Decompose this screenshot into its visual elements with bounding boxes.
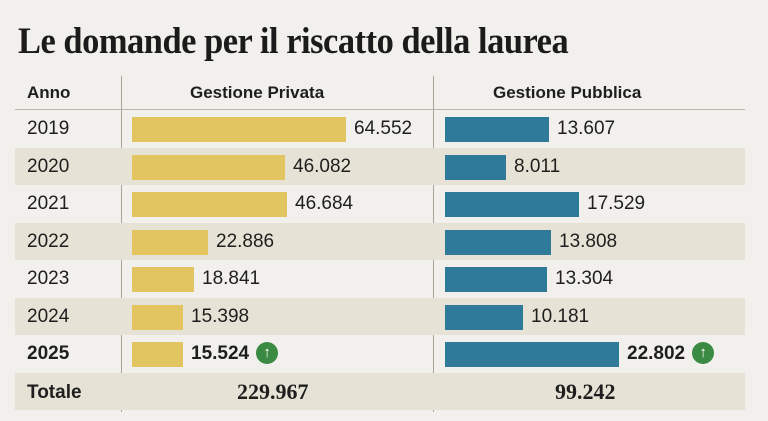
value-pubblica-text: 13.304 <box>555 268 614 289</box>
value-pubblica: 8.011 <box>514 156 560 178</box>
totale-label: Totale <box>27 381 82 403</box>
table-row: 2025 15.524 ↑ 22.802 ↑ <box>15 335 745 373</box>
data-table: Anno Gestione Privata Gestione Pubblica … <box>15 76 745 412</box>
year-label: 2019 <box>27 118 70 139</box>
value-pubblica: 13.304 <box>555 268 613 290</box>
value-pubblica-text: 13.808 <box>559 230 618 252</box>
year-label: 2024 <box>27 305 70 327</box>
bar-pubblica <box>445 154 506 180</box>
value-pubblica: 10.181 <box>531 306 589 328</box>
value-privata-text: 64.552 <box>354 118 413 139</box>
year-label: 2022 <box>27 230 70 252</box>
value-pubblica-text: 13.607 <box>557 118 616 139</box>
totale-row: Totale 229.967 99.242 <box>15 372 745 410</box>
bar-privata <box>132 117 346 142</box>
chart-title: Le domande per il riscatto della laurea <box>18 21 569 62</box>
table-row: 2022 22.886 13.808 <box>15 222 745 260</box>
up-arrow-icon: ↑ <box>256 342 279 364</box>
value-privata: 22.886 <box>216 231 274 253</box>
value-pubblica: 13.808 <box>559 231 617 253</box>
table-row: 2024 15.398 10.181 <box>15 297 745 335</box>
value-pubblica: 17.529 <box>587 193 645 215</box>
bar-privata <box>132 342 183 367</box>
bar-privata <box>132 154 285 180</box>
table-row: 2021 46.684 17.529 <box>15 185 745 223</box>
table-row: 2020 46.082 8.011 <box>15 147 745 185</box>
value-privata: 46.684 <box>295 193 353 215</box>
value-pubblica: 13.607 <box>557 118 615 140</box>
value-pubblica: 22.802 ↑ <box>627 342 715 365</box>
value-privata-text: 46.082 <box>293 155 352 177</box>
bar-pubblica <box>445 342 619 367</box>
bar-pubblica <box>445 267 547 292</box>
value-privata-text: 15.398 <box>191 305 250 327</box>
header-row: Anno Gestione Privata Gestione Pubblica <box>15 76 745 110</box>
value-privata: 18.841 <box>202 268 260 290</box>
header-gestione-privata: Gestione Privata <box>190 83 325 102</box>
header-anno: Anno <box>27 83 71 102</box>
value-privata-text: 15.524 <box>191 343 250 364</box>
up-arrow-icon: ↑ <box>692 342 715 364</box>
value-privata: 64.552 <box>354 118 412 140</box>
value-pubblica-text: 10.181 <box>531 305 590 327</box>
value-pubblica-text: 8.011 <box>514 155 561 177</box>
value-privata-text: 18.841 <box>202 268 261 289</box>
table-row: 2019 64.552 13.607 <box>15 110 745 148</box>
value-pubblica-text: 17.529 <box>587 193 646 214</box>
value-pubblica-text: 22.802 <box>627 343 686 364</box>
bar-privata <box>132 267 194 292</box>
value-privata-text: 22.886 <box>216 230 275 252</box>
totale-privata: 229.967 <box>237 378 309 404</box>
totale-pubblica: 99.242 <box>555 378 616 404</box>
year-label: 2025 <box>27 343 70 364</box>
bar-privata <box>132 192 287 217</box>
bar-pubblica <box>445 229 551 255</box>
value-privata: 46.082 <box>293 156 351 178</box>
table-row: 2023 18.841 13.304 <box>15 260 745 298</box>
bar-pubblica <box>445 192 579 217</box>
value-privata: 15.398 <box>191 306 249 328</box>
year-label: 2023 <box>27 268 70 289</box>
header-gestione-pubblica: Gestione Pubblica <box>493 83 642 102</box>
value-privata-text: 46.684 <box>295 193 354 214</box>
bar-pubblica <box>445 304 523 330</box>
year-label: 2021 <box>27 193 70 214</box>
value-privata: 15.524 ↑ <box>191 342 279 365</box>
bar-privata <box>132 304 183 330</box>
year-label: 2020 <box>27 155 70 177</box>
bar-pubblica <box>445 117 549 142</box>
bar-privata <box>132 229 208 255</box>
